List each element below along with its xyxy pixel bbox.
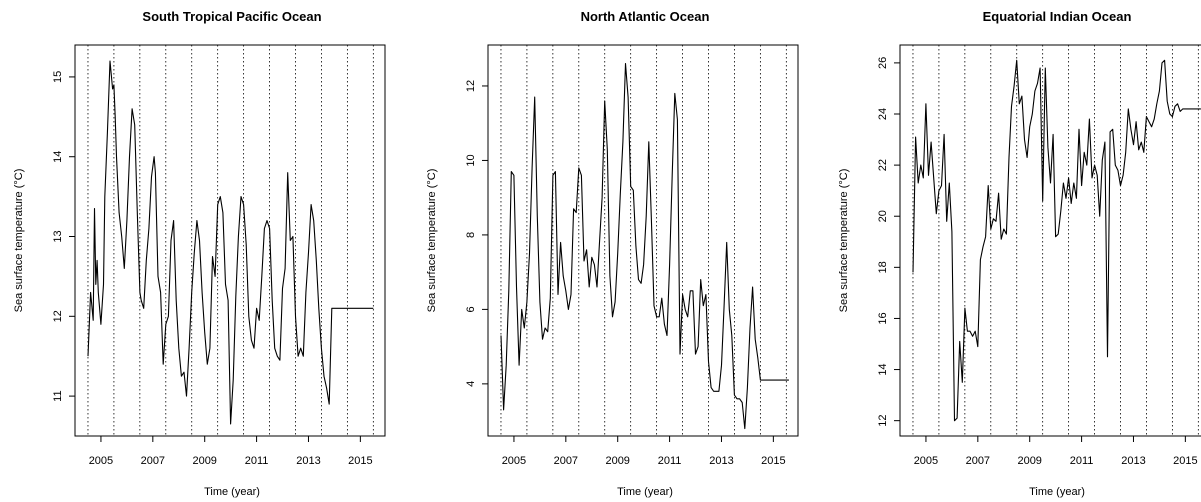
chart-svg-2: North Atlantic Ocean 2005 2007 2009 2011 2013… (426, 9, 799, 498)
series-line (912, 59, 1201, 422)
x-tick-label: 2007 (554, 455, 578, 467)
x-tick-label: 2009 (1017, 455, 1041, 467)
x-tick-label: 2015 (348, 455, 372, 467)
x-axis-label: Time (year) (204, 486, 260, 498)
y-tick-label: 4 (465, 381, 477, 387)
y-tick-label: 22 (877, 159, 889, 171)
x-tick-label: 2011 (245, 455, 269, 467)
x-tick-label: 2013 (709, 455, 733, 467)
x-axis-label: Time (year) (617, 486, 673, 498)
plot-frame (487, 44, 799, 437)
y-tick-label: 16 (877, 312, 889, 324)
y-tick-label: 15 (52, 71, 64, 83)
chart-panel-1: South Tropical Pacific Ocean 2005 2007 2009… (0, 0, 400, 502)
chart-svg-3: Equatorial Indian Ocean 2005 2007 2009 2011 2… (838, 9, 1201, 498)
x-tick-label: 2009 (192, 455, 216, 467)
plot-frame (74, 44, 386, 437)
chart-panel-3: Equatorial Indian Ocean 2005 2007 2009 2011 2… (825, 0, 1201, 502)
y-tick-label: 11 (52, 390, 64, 401)
series-line (87, 60, 374, 425)
x-tick-label: 2005 (89, 455, 113, 467)
chart-svg-1: South Tropical Pacific Ocean 2005 2007 2009… (13, 9, 386, 498)
x-tick-label: 2007 (966, 455, 990, 467)
y-tick-label: 12 (465, 80, 477, 92)
y-tick-label: 26 (877, 57, 889, 69)
y-tick-label: 6 (465, 306, 477, 312)
y-tick-label: 8 (465, 232, 477, 238)
y-tick-label: 12 (877, 415, 889, 427)
x-tick-label: 2011 (1070, 455, 1094, 467)
chart-title: North Atlantic Ocean (581, 9, 710, 24)
x-tick-label: 2005 (502, 455, 526, 467)
y-axis-label: Sea surface temperature (°C) (838, 169, 850, 313)
x-tick-label: 2013 (1121, 455, 1145, 467)
y-axis-label: Sea surface temperature (°C) (426, 169, 438, 313)
y-tick-label: 14 (52, 151, 64, 163)
series-line (500, 63, 789, 430)
x-tick-label: 2005 (914, 455, 938, 467)
y-tick-label: 12 (52, 310, 64, 322)
y-tick-label: 13 (52, 230, 64, 242)
plot-frame (899, 44, 1201, 437)
x-tick-label: 2015 (761, 455, 785, 467)
y-tick-label: 18 (877, 261, 889, 273)
chart-panel-2: North Atlantic Ocean 2005 2007 2009 2011 2013… (413, 0, 813, 502)
chart-title: Equatorial Indian Ocean (983, 9, 1132, 24)
x-tick-label: 2007 (141, 455, 165, 467)
y-axis-label: Sea surface temperature (°C) (13, 169, 25, 313)
x-tick-label: 2013 (296, 455, 320, 467)
y-tick-label: 24 (877, 108, 889, 120)
x-tick-label: 2011 (658, 455, 682, 467)
chart-title: South Tropical Pacific Ocean (142, 9, 321, 24)
y-tick-label: 10 (465, 154, 477, 166)
x-tick-label: 2015 (1173, 455, 1197, 467)
x-tick-label: 2009 (605, 455, 629, 467)
y-tick-label: 14 (877, 363, 889, 375)
y-tick-label: 20 (877, 210, 889, 222)
x-axis-label: Time (year) (1029, 486, 1085, 498)
